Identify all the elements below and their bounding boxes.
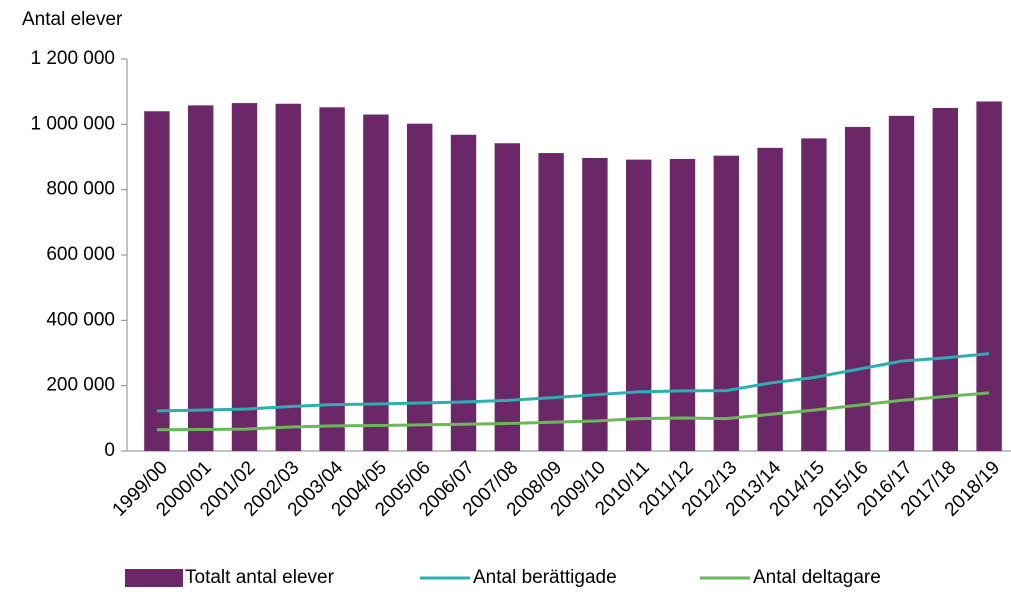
- y-tick-label: 400 000: [46, 309, 115, 330]
- line-series: [156, 391, 990, 432]
- y-tick-label: 0: [104, 440, 115, 461]
- bar: [932, 108, 959, 451]
- y-axis-title: Antal elever: [22, 9, 123, 30]
- bar: [494, 143, 521, 451]
- bar: [669, 158, 696, 451]
- bar: [406, 123, 433, 452]
- y-tick-label: 200 000: [46, 375, 115, 396]
- legend-label: Antal deltagare: [753, 567, 881, 588]
- bar: [144, 111, 170, 452]
- legend-swatch: [125, 569, 183, 587]
- bar: [801, 138, 827, 451]
- bar: [625, 159, 652, 451]
- bar: [538, 153, 564, 451]
- bar: [888, 115, 915, 451]
- bar: [231, 103, 258, 451]
- bar: [713, 155, 740, 451]
- bar: [976, 101, 1002, 451]
- bar: [757, 147, 783, 451]
- y-tick-label: 800 000: [46, 179, 115, 200]
- line-series: [156, 352, 990, 413]
- bar: [187, 105, 214, 452]
- bar: [450, 134, 477, 451]
- y-tick-label: 1 200 000: [30, 48, 115, 69]
- bar: [275, 103, 302, 452]
- y-tick-label: 600 000: [46, 244, 115, 265]
- y-tick-label: 1 000 000: [30, 113, 115, 134]
- legend-label: Totalt antal elever: [185, 567, 335, 588]
- bar: [363, 114, 389, 452]
- bar: [582, 157, 608, 452]
- bar: [844, 126, 871, 452]
- bar: [319, 107, 345, 451]
- legend-label: Antal berättigade: [473, 567, 617, 588]
